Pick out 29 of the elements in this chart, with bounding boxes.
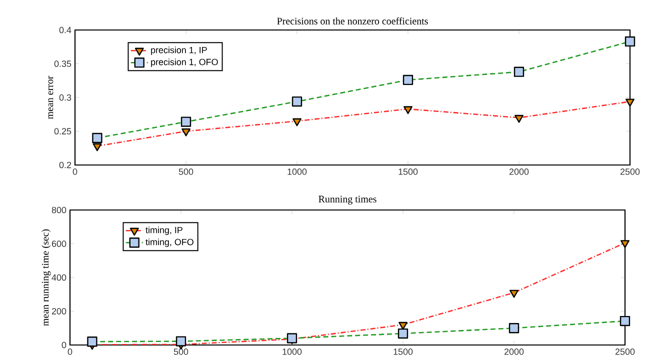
y-axis-title: mean error bbox=[48, 76, 54, 120]
y-tick-label: 0.25 bbox=[54, 128, 72, 134]
y-tick-label: 0.4 bbox=[59, 26, 72, 34]
x-tick-label: 2000 bbox=[509, 168, 529, 175]
y-tick-label: 0.35 bbox=[54, 60, 72, 67]
y-tick-label: 0.3 bbox=[59, 94, 72, 101]
x-tick-label: 1500 bbox=[394, 348, 413, 355]
x-tick-label: 1500 bbox=[398, 168, 418, 175]
x-tick-label: 2000 bbox=[504, 348, 524, 355]
x-tick-label: 2500 bbox=[615, 348, 635, 355]
y-tick-label: 800 bbox=[52, 206, 66, 214]
y-tick-label: 0 bbox=[62, 342, 66, 348]
legend-label: precision 1, IP bbox=[151, 46, 207, 55]
x-tick-label: 0 bbox=[72, 168, 78, 175]
legend-label: precision 1, OFO bbox=[151, 58, 218, 67]
x-tick-label: 500 bbox=[174, 348, 188, 355]
legend-label: timing, OFO bbox=[146, 238, 194, 247]
x-tick-label: 1000 bbox=[282, 348, 302, 355]
x-tick-label: 2500 bbox=[620, 168, 640, 175]
legend-label: timing, IP bbox=[146, 226, 182, 235]
chart-title: Running times bbox=[318, 196, 376, 204]
chart-title: Precisions on the nonzero coefficients bbox=[277, 17, 428, 24]
x-tick-label: 500 bbox=[178, 168, 194, 175]
y-tick-label: 0.2 bbox=[59, 162, 72, 168]
y-tick-label: 400 bbox=[52, 274, 66, 281]
x-tick-label: 1000 bbox=[288, 168, 307, 175]
y-tick-label: 600 bbox=[52, 240, 66, 247]
y-axis-title: mean running time (sec) bbox=[42, 229, 51, 326]
y-tick-label: 200 bbox=[52, 308, 66, 314]
